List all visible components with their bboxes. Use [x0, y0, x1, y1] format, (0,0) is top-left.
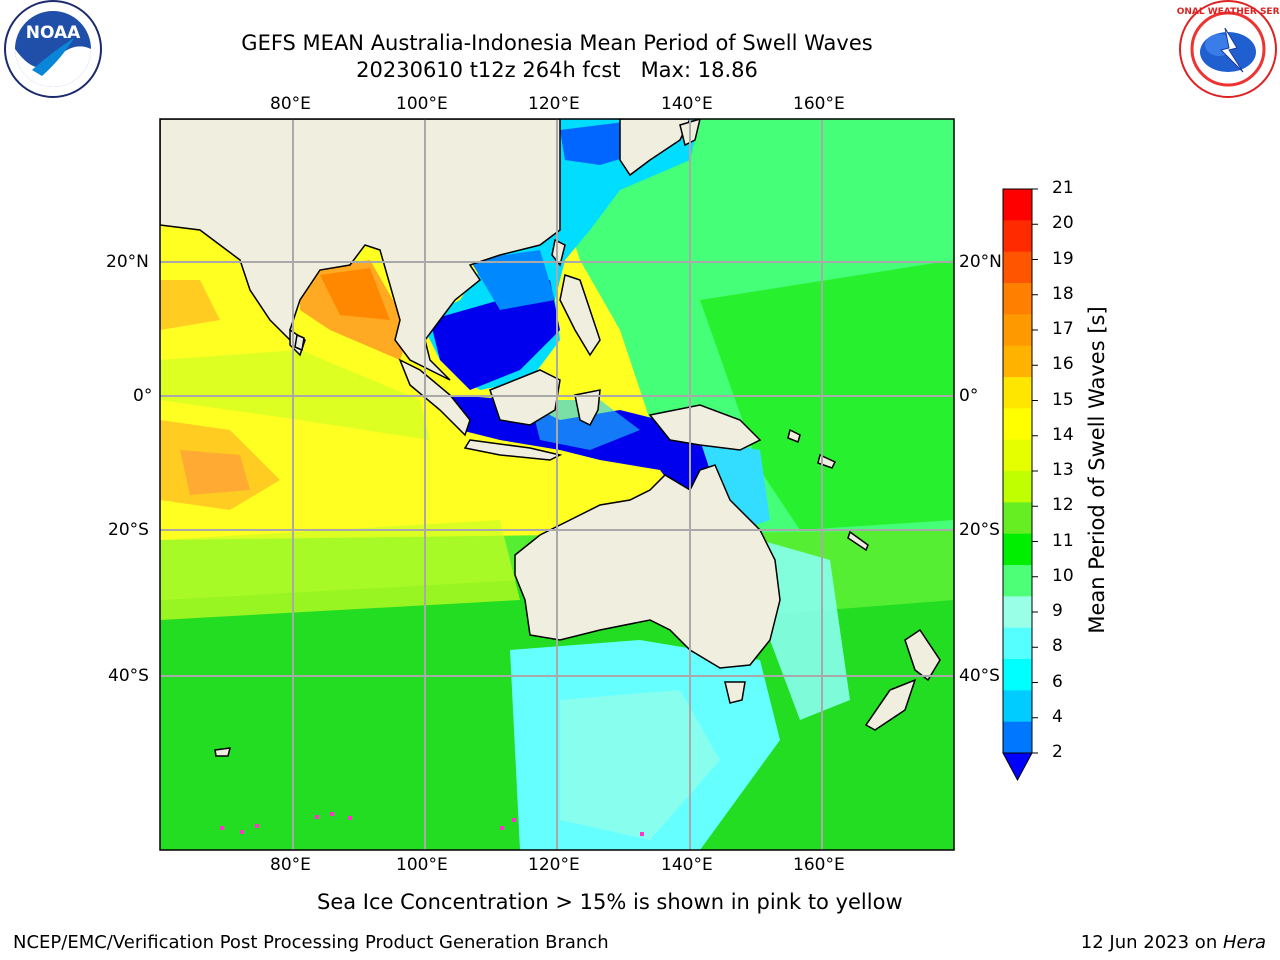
- footer-right: 12 Jun 2023 on Hera: [1081, 932, 1266, 953]
- svg-text:NOAA: NOAA: [26, 23, 81, 43]
- lon-tick-top-140: 140°E: [661, 94, 713, 114]
- swell-period-field: [160, 119, 954, 850]
- colorbar-tick-label: 11: [1052, 530, 1074, 551]
- lon-tick-bottom-160: 160°E: [793, 855, 845, 875]
- colorbar-tick-label: 20: [1052, 213, 1074, 234]
- lat-tick-left-20s: 20°S: [108, 520, 149, 540]
- lon-tick-bottom-100: 100°E: [396, 855, 448, 875]
- colorbar-segment: [1003, 471, 1032, 503]
- lon-tick-top-160: 160°E: [793, 94, 845, 114]
- colorbar-segment: [1003, 596, 1032, 629]
- colorbar-segment: [1003, 189, 1032, 221]
- colorbar-tick-label: 15: [1052, 389, 1074, 410]
- colorbar-tick-label: 13: [1052, 460, 1074, 480]
- colorbar-segment: [1003, 314, 1032, 347]
- colorbar-segment: [1003, 283, 1032, 315]
- colorbar-segment: [1003, 251, 1032, 284]
- lon-tick-bottom-120: 120°E: [528, 855, 580, 875]
- colorbar-segment: [1003, 659, 1032, 691]
- chart-subtitle: 20230610 t12z 264h fcst Max: 18.86: [356, 58, 758, 82]
- colorbar-tick-label: 8: [1052, 636, 1063, 657]
- footer-date: 12 Jun 2023 on: [1080, 932, 1223, 953]
- colorbar-tick-label: 16: [1052, 354, 1074, 375]
- lat-tick-right-20s: 20°S: [959, 520, 1000, 540]
- colorbar-label: Mean Period of Swell Waves [s]: [1085, 306, 1109, 634]
- national-weather-service-logo: NATIONAL WEATHER SERVICE: [1177, 0, 1279, 98]
- sea-ice-note: Sea Ice Concentration > 15% is shown in …: [317, 890, 903, 914]
- colorbar-tick-label: 14: [1052, 424, 1074, 445]
- colorbar-tick-label: 9: [1052, 601, 1063, 621]
- colorbar-segment: [1003, 533, 1032, 566]
- svg-text:NATIONAL WEATHER SERVICE: NATIONAL WEATHER SERVICE: [1177, 7, 1279, 17]
- colorbar-segment: [1003, 502, 1032, 535]
- lat-tick-left-40s: 40°S: [108, 666, 149, 686]
- colorbar-segment: [1003, 408, 1032, 441]
- colorbar-segment: [1003, 220, 1032, 253]
- lat-tick-left-0: 0°: [133, 386, 153, 406]
- colorbar-frame: [1002, 188, 1033, 754]
- lat-tick-left-20n: 20°N: [106, 252, 149, 272]
- colorbar-segment: [1003, 565, 1032, 597]
- land: [160, 119, 941, 757]
- map-grid: [160, 119, 954, 850]
- lon-tick-bottom-80: 80°E: [270, 855, 311, 875]
- colorbar-segment: [1003, 627, 1032, 660]
- lon-tick-top-100: 100°E: [396, 94, 448, 114]
- colorbar: [1003, 188, 1038, 754]
- noaa-logo: NOAA: [4, 0, 102, 98]
- colorbar-tick-label: 10: [1052, 565, 1074, 586]
- map-frame: [159, 118, 955, 851]
- lat-tick-right-0: 0°: [959, 386, 979, 406]
- footer-left: NCEP/EMC/Verification Post Processing Pr…: [13, 932, 609, 953]
- footer-host: Hera: [1222, 932, 1266, 953]
- lat-tick-right-20n: 20°N: [959, 252, 1002, 272]
- colorbar-tick-label: 17: [1052, 319, 1074, 339]
- colorbar-segment: [1003, 721, 1032, 754]
- colorbar-segment: [1003, 690, 1032, 723]
- lat-tick-right-40s: 40°S: [959, 666, 1000, 686]
- colorbar-tick-label: 4: [1052, 706, 1063, 727]
- colorbar-tick-label: 6: [1052, 671, 1063, 692]
- colorbar-tick-label: 19: [1052, 248, 1074, 269]
- colorbar-extend-triangle: [1002, 752, 1033, 782]
- lon-tick-top-120: 120°E: [528, 94, 580, 114]
- colorbar-segment: [1003, 345, 1032, 378]
- colorbar-tick-label: 21: [1052, 178, 1074, 198]
- colorbar-segment: [1003, 377, 1032, 409]
- colorbar-segment: [1003, 439, 1032, 472]
- colorbar-tick-label: 12: [1052, 495, 1074, 516]
- lon-tick-top-80: 80°E: [270, 94, 311, 114]
- colorbar-tick-label: 18: [1052, 283, 1074, 304]
- chart-title: GEFS MEAN Australia-Indonesia Mean Perio…: [241, 31, 873, 55]
- colorbar-tick-label: 2: [1052, 742, 1063, 762]
- lon-tick-bottom-140: 140°E: [661, 855, 713, 875]
